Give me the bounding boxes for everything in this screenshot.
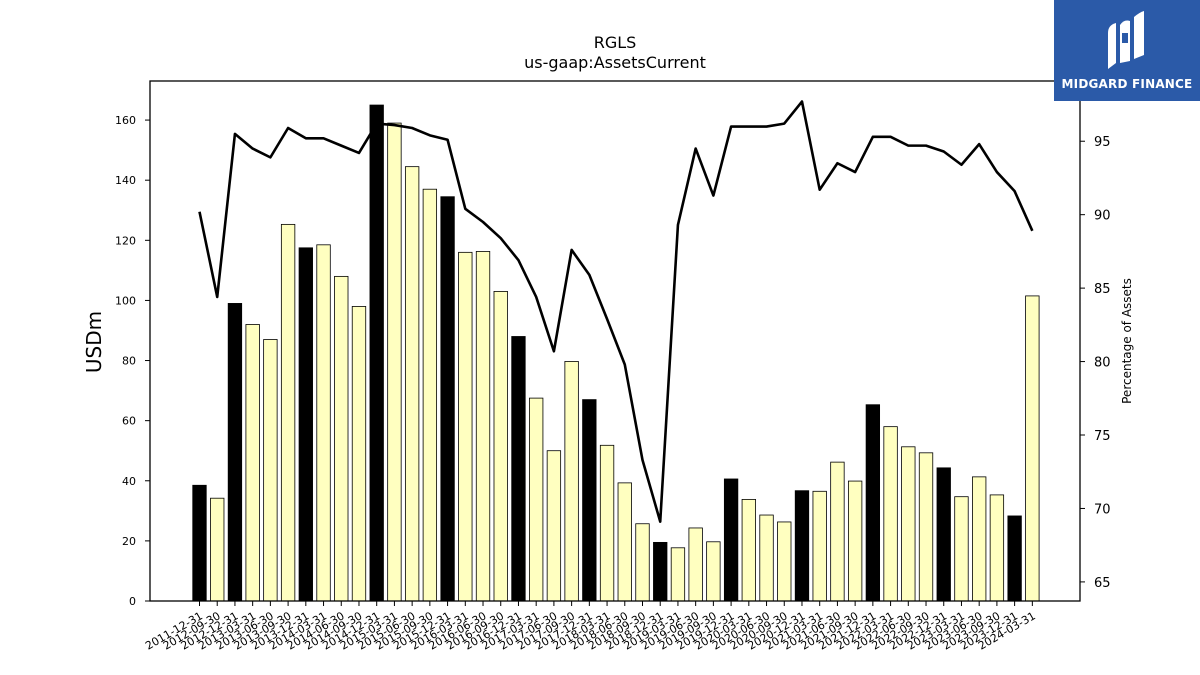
bar-2017-06-30	[546, 450, 562, 602]
bar-2017-03-31	[529, 397, 544, 602]
y2-tick-label: 85	[1094, 282, 1111, 297]
bar-2022-12-31	[936, 467, 951, 602]
bar-2016-12-31	[511, 336, 526, 602]
bar-2011-12-31	[192, 484, 207, 602]
y-tick-label: 100	[115, 294, 136, 307]
axes: 020406080100120140160657075808590952011-…	[115, 80, 1111, 653]
y-tick-label: 80	[122, 355, 136, 368]
bar-2019-06-30	[688, 527, 703, 602]
bar-2013-03-31	[245, 324, 260, 602]
midgard-finance-logo: MIDGARD FINANCE	[1054, 0, 1200, 101]
bar-2021-06-30	[830, 461, 845, 602]
y-tick-label: 120	[115, 234, 136, 247]
bar-2017-12-31	[582, 399, 597, 602]
bar-2023-03-31	[954, 496, 969, 602]
bar-2014-09-30	[351, 306, 367, 602]
bar-2022-09-30	[918, 452, 934, 602]
y-tick-label: 60	[122, 415, 136, 428]
bar-2013-06-30	[263, 339, 278, 602]
y-axis-label: USDm	[82, 311, 106, 373]
bar-2020-12-31	[794, 490, 810, 602]
y-tick-label: 40	[122, 475, 136, 488]
bar-2021-09-30	[847, 480, 863, 602]
percentage-of-assets-line	[198, 100, 1034, 523]
y2-tick-label: 80	[1094, 356, 1111, 371]
bar-2022-03-31	[883, 426, 898, 602]
y2-tick-label: 65	[1094, 576, 1111, 591]
bar-2012-09-30	[210, 497, 225, 602]
bar-2014-06-30	[334, 275, 349, 602]
bar-2014-03-31	[316, 244, 331, 602]
bar-2020-06-30	[759, 514, 774, 602]
y2-tick-label: 75	[1094, 429, 1111, 444]
bar-2018-03-31	[599, 444, 615, 602]
bar-2020-09-30	[777, 521, 792, 602]
y2-tick-label: 90	[1094, 209, 1111, 224]
bar-2015-09-30	[422, 188, 438, 602]
y-tick-label: 160	[115, 114, 136, 127]
bar-2017-09-30	[564, 361, 579, 602]
bar-2016-03-31	[458, 251, 473, 602]
bar-2021-03-31	[812, 490, 827, 602]
y-tick-label: 20	[122, 535, 136, 548]
bar-2019-03-31	[670, 547, 686, 602]
y-tick-label: 0	[129, 595, 136, 608]
y2-tick-label: 70	[1094, 502, 1111, 517]
plot-frame	[149, 80, 1081, 602]
y2-axis-label: Percentage of Assets	[1120, 278, 1134, 404]
percentage-line-series	[198, 100, 1034, 523]
bar-2015-12-31	[440, 196, 455, 602]
bar-2023-12-31	[1007, 515, 1022, 602]
bar-2016-06-30	[475, 251, 491, 602]
bar-2018-09-30	[635, 523, 650, 602]
bar-2015-03-31	[387, 122, 402, 602]
bar-2023-06-30	[972, 476, 987, 602]
bar-2022-06-30	[901, 446, 916, 602]
y-tick-label: 140	[115, 174, 136, 187]
chart-title: RGLS	[594, 33, 637, 52]
bar-2019-12-31	[723, 478, 739, 602]
y2-tick-label: 95	[1094, 135, 1111, 150]
bar-2021-12-31	[865, 404, 881, 602]
bar-2018-06-30	[617, 482, 632, 602]
bar-2024-03-31	[1025, 295, 1040, 602]
chart-subtitle: us-gaap:AssetsCurrent	[524, 53, 706, 72]
logo-mark-icon	[1108, 10, 1144, 69]
logo-text: MIDGARD FINANCE	[1061, 76, 1193, 91]
bar-2013-12-31	[298, 247, 313, 602]
bar-2023-09-30	[989, 494, 1005, 602]
bar-2015-06-30	[404, 166, 420, 602]
bar-2013-09-30	[280, 223, 296, 602]
bar-2020-03-31	[741, 498, 756, 602]
bar-2019-09-30	[706, 541, 721, 602]
bar-2018-12-31	[653, 541, 668, 602]
bar-2016-09-30	[493, 290, 508, 602]
bar-2012-12-31	[227, 303, 243, 602]
bar-2014-12-31	[369, 104, 384, 602]
bar-series	[192, 104, 1040, 602]
